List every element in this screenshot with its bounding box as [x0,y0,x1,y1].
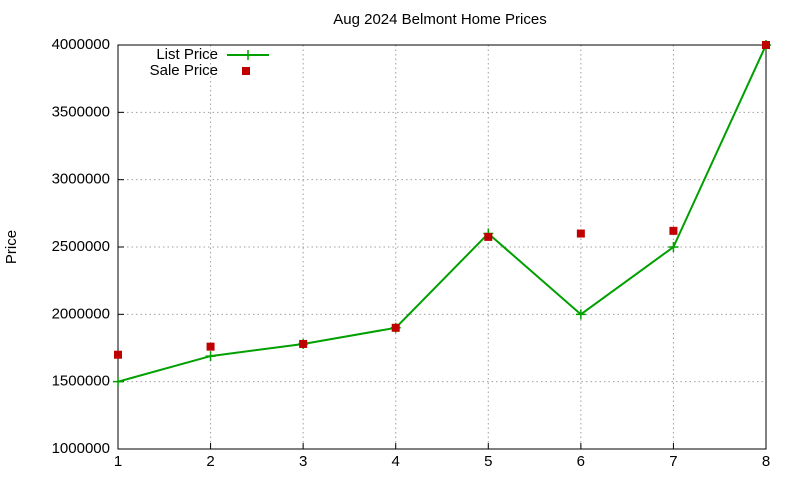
data-point [576,229,585,238]
data-point [114,350,122,359]
y-axis-label: Price [3,230,20,264]
legend-label: List Price [156,46,218,63]
chart-title: Aug 2024 Belmont Home Prices [333,11,546,28]
y-tick-label: 3500000 [52,103,110,120]
data-point [206,342,215,351]
x-tick-label: 8 [762,453,770,470]
x-tick-label: 7 [669,453,677,470]
x-tick-label: 6 [577,453,585,470]
y-tick-label: 3000000 [52,171,110,188]
plot-border [117,44,767,450]
data-point [205,351,216,362]
data-point [113,376,123,387]
data-point [391,323,400,332]
x-tick-label: 3 [299,453,307,470]
data-point [762,41,770,49]
legend-label: Sale Price [150,62,218,79]
y-tick-label: 1000000 [52,440,110,457]
data-point [484,232,493,241]
data-point [575,309,586,320]
y-tick-label: 1500000 [52,373,110,390]
legend-marker [242,67,250,75]
data-point [668,242,679,252]
y-tick-label: 2000000 [52,305,110,322]
x-tick-label: 4 [392,453,400,470]
x-tick-label: 2 [206,453,214,470]
data-line [117,44,767,383]
y-tick-label: 2500000 [52,238,110,255]
x-tick-label: 5 [484,453,492,470]
x-tick-label: 1 [114,453,122,470]
y-tick-label: 4000000 [52,36,110,53]
legend-marker [243,50,253,60]
data-point [299,339,308,348]
data-point [669,226,678,235]
